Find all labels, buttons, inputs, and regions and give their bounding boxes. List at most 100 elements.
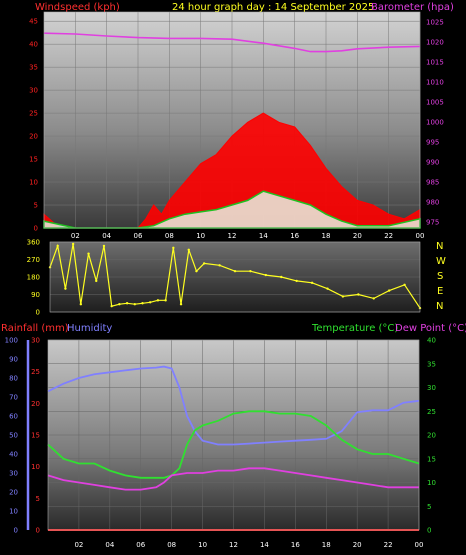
barometer-tick-label: 980 (426, 199, 439, 207)
windspeed-tick-label: 10 (29, 179, 38, 187)
rainfall-tick-label: 5 (36, 495, 40, 503)
wind-time-tick-label: 08 (165, 232, 174, 240)
humidity-tick-label: 40 (9, 451, 18, 459)
humidity-tick-label: 100 (5, 337, 18, 345)
temperature-axis-title: Temperature (°C) (311, 323, 398, 334)
rainfall-tick-label: 15 (31, 432, 40, 440)
climate-time-tick-label: 06 (136, 541, 145, 549)
humidity-series-line (47, 365, 420, 446)
rainfall-tick-label: 0 (36, 527, 40, 535)
wind-direction-point (295, 279, 298, 283)
wind-direction-point (164, 299, 167, 302)
wind-time-tick-label: 04 (102, 232, 111, 240)
wind-time-tick-label: 02 (71, 232, 80, 240)
wind-direction-point (118, 303, 121, 306)
graph-title: 24 hour graph day : 14 September 2025 (172, 2, 374, 13)
wind-direction-point (95, 279, 98, 283)
chart-marks: 0510152025303540459759809859909951000100… (5, 18, 444, 549)
wind-time-tick-label: 10 (196, 232, 205, 240)
wind-direction-point (310, 281, 314, 285)
barometer-tick-label: 1005 (426, 99, 444, 107)
windspeed-tick-label: 0 (34, 225, 38, 233)
wind-direction-point (79, 303, 83, 306)
windspeed-tick-label: 40 (29, 41, 38, 49)
wind-time-tick-label: 14 (259, 232, 268, 240)
wind-direction-point (156, 299, 160, 302)
windspeed-tick-label: 5 (34, 202, 38, 210)
wind-direction-point (187, 248, 190, 251)
humidity-tick-label: 30 (9, 470, 18, 478)
wind-direction-point (87, 252, 90, 255)
climate-time-tick-label: 04 (105, 541, 114, 549)
direction-tick-label: 360 (27, 239, 40, 247)
climate-time-tick-label: 20 (353, 541, 362, 549)
temperature-series-line (47, 410, 420, 479)
humidity-tick-label: 50 (9, 432, 18, 440)
barometer-tick-label: 985 (426, 179, 439, 187)
wind-direction-point (110, 304, 113, 308)
barometer-axis-title: Barometer (hpa) (371, 2, 454, 13)
wind-direction-point (64, 287, 67, 290)
avg-wind-series-area (43, 190, 421, 229)
wind-direction-point (403, 283, 406, 286)
compass-label-east: E (437, 286, 443, 297)
compass-label-west: W (436, 256, 446, 267)
wind-direction-point (372, 297, 375, 300)
rainfall-tick-label: 25 (31, 368, 40, 376)
barometer-tick-label: 1010 (426, 79, 444, 87)
temperature-tick-label: 20 (427, 432, 436, 440)
temperature-tick-label: 0 (427, 527, 431, 535)
rainfall-tick-label: 20 (31, 400, 40, 408)
windspeed-tick-label: 25 (29, 110, 38, 118)
rainfall-tick-label: 30 (31, 337, 40, 345)
barometer-tick-label: 1000 (426, 119, 444, 127)
compass-label-south: S (437, 271, 443, 282)
windspeed-tick-label: 30 (29, 87, 38, 95)
climate-time-tick-label: 16 (291, 541, 300, 549)
wind-direction-point (133, 303, 136, 306)
windspeed-axis-title: Windspeed (kph) (35, 2, 120, 13)
wind-direction-point (56, 244, 59, 248)
wind-direction-point (172, 246, 175, 250)
rainfall-axis-title: Rainfall (mm) (1, 323, 69, 334)
wind-direction-point (179, 303, 183, 306)
direction-plot-frame (49, 241, 421, 313)
climate-time-tick-label: 12 (229, 541, 238, 549)
climate-time-tick-label: 00 (415, 541, 424, 549)
barometer-series-line (43, 32, 421, 53)
wind-time-tick-label: 12 (228, 232, 237, 240)
climate-plot-frame (47, 339, 420, 531)
direction-tick-label: 0 (36, 309, 40, 317)
wind-direction-point (149, 301, 152, 304)
dewpoint-axis-title: Dew Point (°C) (395, 323, 466, 334)
wind-direction-point (102, 244, 106, 248)
barometer-tick-label: 1015 (426, 59, 444, 67)
barometer-tick-label: 1025 (426, 19, 444, 27)
wind-direction-point (280, 275, 283, 279)
wind-direction-point (218, 264, 221, 267)
compass-label-north-bottom: N (436, 301, 443, 312)
wind-direction-point (125, 302, 129, 305)
wind-time-tick-label: 20 (353, 232, 362, 240)
direction-tick-label: 180 (27, 274, 40, 282)
windspeed-tick-label: 15 (29, 156, 38, 164)
climate-time-tick-label: 22 (384, 541, 393, 549)
barometer-tick-label: 1020 (426, 39, 444, 47)
wind-time-tick-label: 18 (322, 232, 331, 240)
humidity-tick-label: 20 (9, 489, 18, 497)
wind-direction-point (387, 289, 391, 292)
barometer-tick-label: 990 (426, 159, 439, 167)
wind-direction-point (202, 262, 206, 265)
wind-direction-point (357, 293, 360, 296)
wind-direction-point (264, 273, 268, 277)
wind-time-tick-label: 22 (384, 232, 393, 240)
wind-plot-frame (43, 11, 421, 229)
wind-direction-point (71, 242, 75, 246)
barometer-tick-label: 975 (426, 219, 439, 227)
windspeed-tick-label: 20 (29, 133, 38, 141)
temperature-tick-label: 35 (427, 360, 436, 368)
rainfall-tick-label: 10 (31, 463, 40, 471)
temperature-tick-label: 5 (427, 503, 431, 511)
humidity-tick-label: 0 (14, 527, 18, 535)
